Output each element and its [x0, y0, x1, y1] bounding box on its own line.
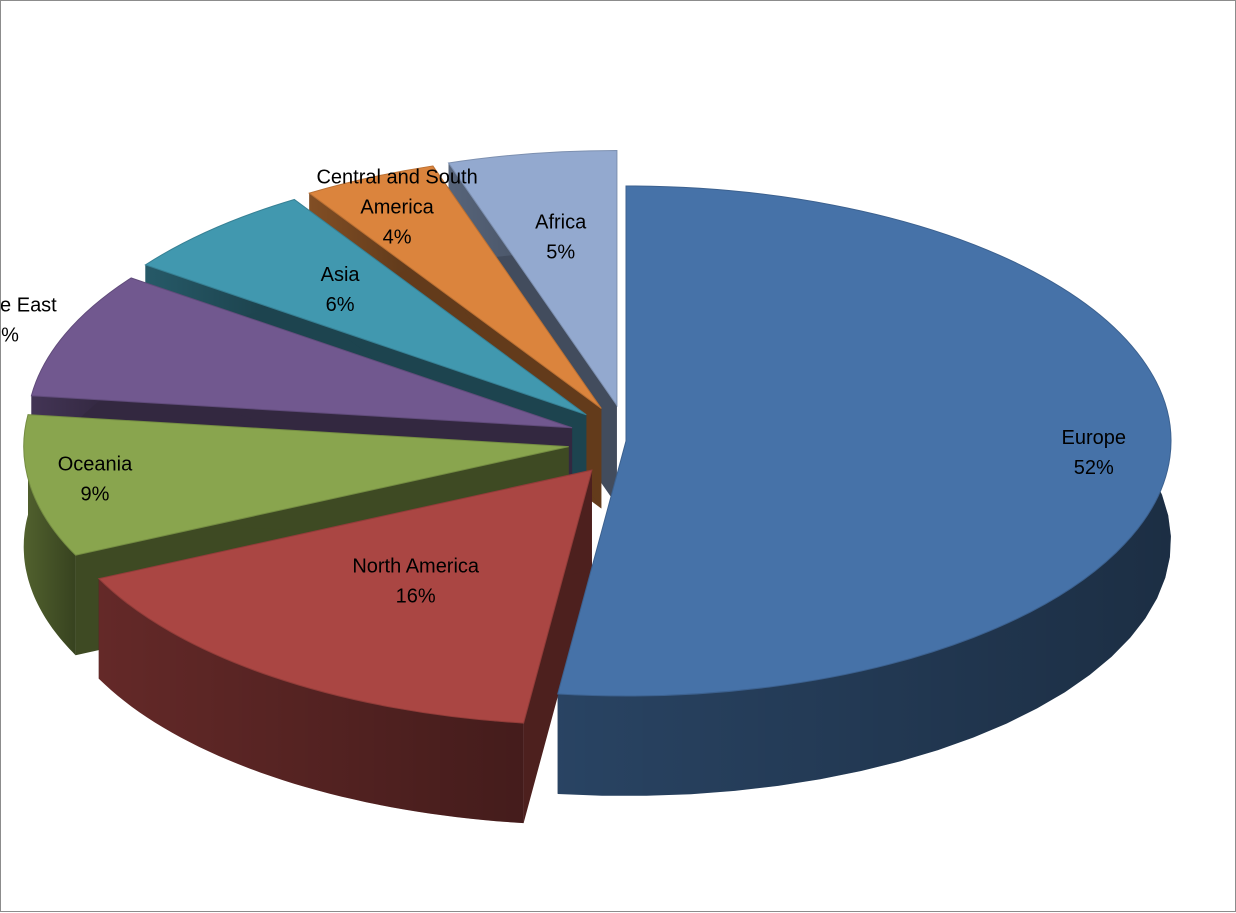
pie-slice-north-america: [97, 469, 593, 724]
slice-category-label: America: [360, 196, 434, 218]
pie-slice-asia: [144, 198, 587, 416]
slice-outer-wall-shade-north-america: [98, 578, 524, 824]
slice-top-layer: [23, 149, 1172, 724]
pie-slice-central-and-south-america: [308, 165, 602, 409]
slice-category-label: Oceania: [58, 454, 133, 476]
pie-slice-middle-east: [30, 277, 573, 429]
slice-category-label: Asia: [321, 264, 361, 286]
slice-category-label: Central and South: [316, 166, 477, 188]
pie-slice-africa: [447, 149, 618, 408]
slice-category-label: Middle East: [1, 295, 57, 317]
pie-slice-oceania: [23, 414, 569, 556]
slice-label-europe: Europe 52%: [1062, 427, 1127, 479]
slice-category-label: North America: [352, 556, 480, 578]
slice-value-label: 9%: [81, 484, 110, 506]
slice-label-asia: Asia 6%: [321, 264, 361, 316]
slice-value-label: 5%: [546, 241, 575, 263]
slice-label-africa: Africa 5%: [535, 211, 587, 263]
pie-slice-europe: [557, 185, 1172, 697]
slice-value-label: 16%: [396, 586, 436, 608]
slice-value-label: 8%: [1, 325, 19, 347]
slice-label-layer: Europe 52% North America 16% Oceania 9% Middle…: [1, 166, 1126, 607]
slice-label-middle-east: Middle East 8%: [1, 295, 57, 347]
slice-label-central-and-south-america: Central and South America 4%: [316, 166, 477, 248]
slice-label-oceania: Oceania 9%: [58, 454, 133, 506]
slice-category-label: Europe: [1062, 427, 1127, 449]
slice-category-label: Africa: [535, 211, 587, 233]
slice-value-label: 4%: [383, 226, 412, 248]
slice-value-label: 52%: [1074, 457, 1114, 479]
slice-label-north-america: North America 16%: [352, 556, 480, 608]
slice-outer-wall-shade-oceania: [23, 414, 76, 656]
slice-value-label: 6%: [326, 294, 355, 316]
